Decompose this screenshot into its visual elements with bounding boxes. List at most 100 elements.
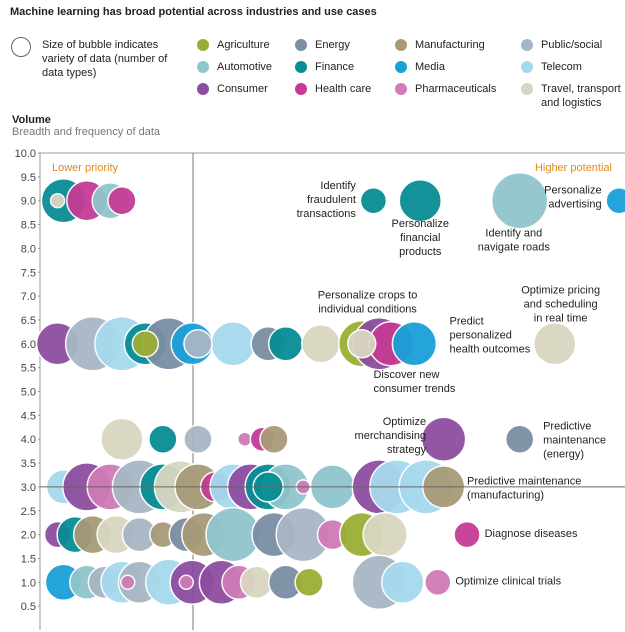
y-tick-label: 6.0 — [21, 339, 36, 351]
bubble — [380, 560, 425, 605]
legend-label: Consumer — [217, 83, 268, 95]
legend-dot — [197, 83, 209, 95]
annotation-line: strategy — [387, 444, 427, 456]
bubble — [362, 511, 408, 558]
bubble — [259, 424, 289, 454]
annotation-line: transactions — [297, 208, 357, 220]
annotation: Identify fraudulent transactions — [297, 180, 357, 220]
annotation-line: Optimize clinical trials — [455, 576, 561, 588]
legend-dot — [521, 83, 533, 95]
annotation-line: advertising — [548, 199, 601, 211]
bubble — [605, 186, 625, 215]
annotation-line: personalized — [450, 330, 512, 342]
bubble — [391, 321, 438, 367]
legend-dot — [395, 83, 407, 95]
legend-label: Manufacturing — [415, 39, 485, 51]
legend-dot — [197, 61, 209, 73]
annotation-line: products — [399, 246, 442, 258]
bubble — [183, 424, 213, 454]
annotation-line: (manufacturing) — [467, 490, 544, 502]
y-tick-label: 9.5 — [21, 172, 36, 184]
annotation: Personalize crops to individual condition… — [318, 289, 418, 315]
bubble — [100, 417, 144, 461]
y-tick-label: 1.0 — [21, 577, 36, 589]
y-tick-label: 2.5 — [21, 506, 36, 518]
legend-label: Automotive — [217, 61, 273, 73]
legend-dot — [295, 61, 307, 73]
annotation-line: consumer trends — [373, 383, 455, 395]
y-tick-label: 6.5 — [21, 315, 36, 327]
annotation-line: Predictive — [543, 421, 591, 433]
annotation-line: Personalize — [544, 185, 601, 197]
annotation-line: and scheduling — [524, 299, 598, 311]
zone-label-left: Lower priority — [52, 162, 119, 174]
zone-label-right: Higher potential — [535, 162, 612, 174]
bubble — [301, 324, 341, 364]
legend-dot — [521, 61, 533, 73]
bubble — [453, 520, 481, 549]
y-tick-label: 2.0 — [21, 530, 36, 542]
annotation: Optimize merchandising strategy — [355, 416, 427, 456]
bubble — [533, 322, 577, 366]
legend-dot — [197, 39, 209, 51]
legend-dot — [295, 83, 307, 95]
annotation-line: fraudulent — [307, 194, 356, 206]
size-legend-text: Size of bubble indicates variety of data… — [42, 39, 168, 79]
bubble — [239, 565, 274, 600]
bubble — [490, 171, 549, 230]
bubble — [359, 186, 388, 215]
bubble — [294, 567, 324, 598]
annotation: Optimize pricing and scheduling in real ti… — [521, 285, 600, 325]
annotation-line: Optimize pricing — [521, 285, 600, 297]
bubble — [120, 574, 136, 591]
y-tick-label: 0.5 — [21, 601, 36, 613]
annotation: Optimize clinical trials — [455, 576, 561, 588]
annotation-line: Discover new — [373, 369, 439, 381]
annotation: Predict personalized health outcomes — [450, 316, 531, 356]
bubble — [424, 568, 452, 597]
annotation: Personalize financial products — [392, 218, 449, 258]
y-tick-label: 3.5 — [21, 458, 36, 470]
annotation-line: Personalize — [392, 218, 449, 230]
annotation-line: Diagnose diseases — [485, 528, 578, 540]
legend-label: Energy — [315, 39, 350, 51]
annotation-line: maintenance — [543, 435, 606, 447]
y-tick-label: 8.5 — [21, 220, 36, 232]
annotation-line: Identify — [320, 180, 356, 192]
legend-label: Media — [415, 61, 445, 73]
annotation-line: Optimize — [383, 416, 426, 428]
bubble — [504, 424, 535, 454]
annotation: Predictive maintenance (energy) — [543, 421, 606, 461]
bubble — [347, 329, 377, 359]
legend-label: Travel, transport and logistics — [541, 83, 621, 109]
annotation-line: Predictive maintenance — [467, 476, 581, 488]
y-tick-label: 7.5 — [21, 267, 36, 279]
chart-title: Machine learning has broad potential acr… — [10, 6, 377, 18]
annotation: Diagnose diseases — [485, 528, 578, 540]
annotation-line: individual conditions — [318, 303, 417, 315]
annotation-line: Identify and — [485, 227, 542, 239]
legend-label: Public/social — [541, 39, 603, 51]
annotation: Predictive maintenance (manufacturing) — [467, 476, 581, 502]
y-tick-label: 1.5 — [21, 553, 36, 565]
legend-label: Pharmaceuticals — [415, 83, 497, 95]
size-legend-circle — [11, 37, 31, 57]
y-tick-label: 7.0 — [21, 291, 36, 303]
annotation-line: Personalize crops to — [318, 289, 418, 301]
bubble — [420, 416, 467, 462]
bubble — [131, 330, 160, 358]
bubble — [183, 329, 213, 359]
y-tick-label: 9.0 — [21, 196, 36, 208]
bubble — [148, 424, 178, 454]
legend-label: Finance — [315, 61, 355, 73]
annotation-line: Predict — [450, 316, 484, 328]
legend-label: Telecom — [541, 61, 582, 73]
y-tick-label: 3.0 — [21, 482, 36, 494]
bubble — [267, 326, 304, 362]
legend-dot — [521, 39, 533, 51]
legend-dot — [295, 39, 307, 51]
y-axis-sublabel: Breadth and frequency of data — [12, 126, 160, 138]
y-tick-label: 5.0 — [21, 387, 36, 399]
annotation: Discover new consumer trends — [373, 369, 455, 395]
